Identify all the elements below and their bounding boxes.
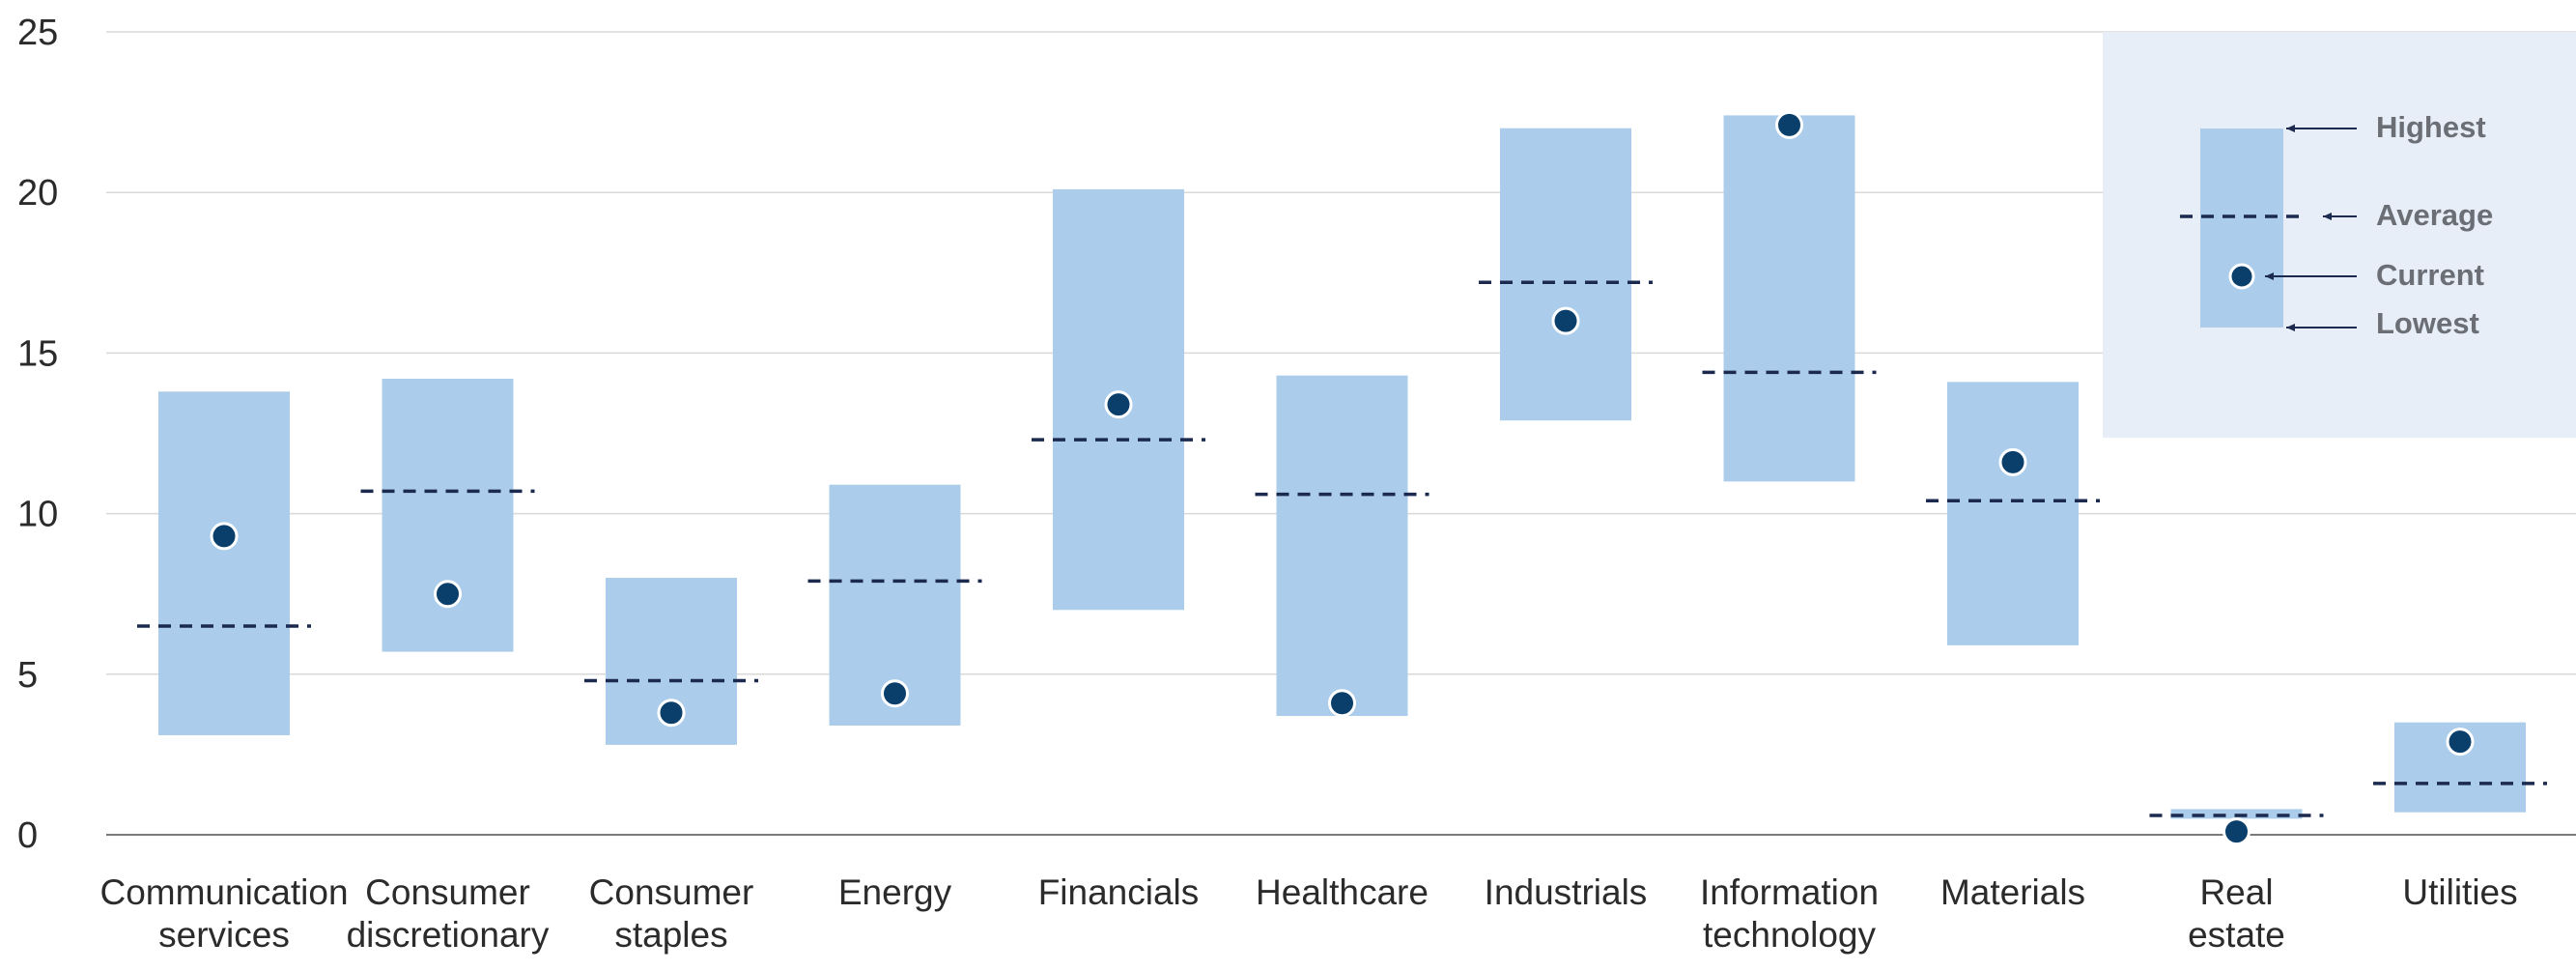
current-dot [1328,689,1356,718]
y-tick-label: 5 [17,655,38,696]
category-label: Materials [1940,872,2085,912]
y-tick-label: 20 [17,173,58,214]
legend-label-highest: Highest [2376,110,2486,144]
range-bar [1723,115,1855,482]
category-label: Financials [1038,872,1200,912]
category-label: technology [1703,915,1876,955]
y-tick-label: 0 [17,815,38,856]
current-dot [881,679,909,708]
category-label: services [158,915,290,955]
y-axis-ticks: 0 5 10 15 20 25 [17,13,58,856]
category-label: Healthcare [1256,872,1429,912]
category-label: Energy [838,872,952,912]
legend-panel [2103,32,2576,438]
current-dot [657,699,686,728]
legend-current-pointer-arrow [2265,272,2274,280]
category-label: Information [1700,872,1879,912]
current-dot [2446,728,2475,757]
range-bar [1500,128,1631,421]
category-label: Utilities [2402,872,2517,912]
current-dot [1775,110,1803,139]
range-bar [1276,375,1408,717]
current-dot [1104,390,1133,419]
range-bar [158,391,290,735]
category-label: Communication [99,872,348,912]
y-tick-label: 10 [17,495,58,535]
average-lines [137,280,2547,817]
legend-highest-pointer-arrow [2286,125,2295,132]
range-bar [382,378,514,652]
legend-label-lowest: Lowest [2376,306,2479,340]
legend: Highest Average Current Lowest [2103,32,2576,438]
current-dot [1551,306,1580,335]
y-tick-label: 25 [17,13,58,53]
category-label: Consumer [365,872,530,912]
current-dot [1998,447,2027,476]
legend-range-bar [2200,129,2283,328]
current-dot [434,580,462,609]
category-label: estate [2188,915,2285,955]
current-dot [2222,817,2250,846]
category-label: Industrials [1485,872,1648,912]
current-markers [210,110,2475,846]
category-label: Consumer [589,872,754,912]
legend-average-pointer-arrow [2323,213,2332,220]
legend-lowest-pointer-arrow [2286,324,2295,331]
category-label: staples [614,915,727,955]
range-bar [1947,382,2079,645]
legend-label-current: Current [2376,258,2484,292]
category-label: Real [2199,872,2273,912]
category-label: discretionary [347,915,550,955]
current-dot [210,522,239,551]
category-labels: CommunicationservicesConsumerdiscretiona… [99,872,2517,955]
legend-label-average: Average [2376,198,2493,232]
y-tick-label: 15 [17,333,58,374]
legend-current-dot [2228,263,2255,290]
